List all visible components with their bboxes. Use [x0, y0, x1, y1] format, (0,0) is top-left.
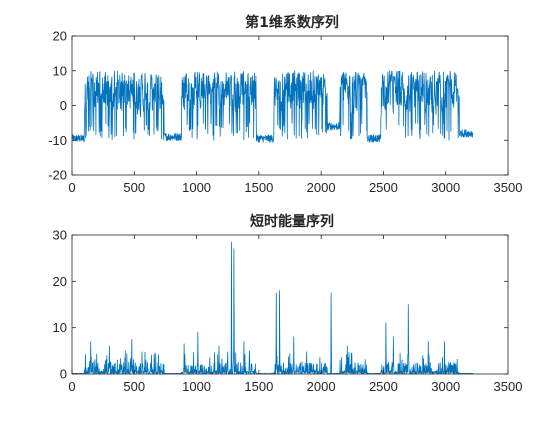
subplot-2-xtick-label: 2000 [307, 379, 336, 394]
subplot-1-xtick-label: 3000 [431, 180, 460, 195]
subplot-2: 短时能量序列 0 500 1000 1500 2000 2500 3000 3500 0 10 20… [53, 213, 523, 394]
subplot-2-xtick-label: 3000 [431, 379, 460, 394]
subplot-2-ytick-label: 30 [53, 228, 67, 243]
subplot-2-axes-box [71, 234, 509, 375]
subplot-1-xtick-label: 2000 [307, 180, 336, 195]
subplot-1-ytick-label: -20 [48, 168, 67, 183]
subplot-2-xtick-label: 3500 [494, 379, 523, 394]
subplot-2-xtick-label: 0 [68, 379, 75, 394]
subplot-2-xtick-label: 1000 [182, 379, 211, 394]
subplot-1-xtick-label: 500 [123, 180, 145, 195]
subplot-1-series-line [71, 70, 474, 143]
subplot-2-ytick-label: 20 [53, 274, 67, 289]
subplot-2-xtick-label: 500 [123, 379, 145, 394]
subplot-1-xtick-label: 1500 [244, 180, 273, 195]
subplot-2-xtick-label: 1500 [244, 379, 273, 394]
subplot-1-ticks: 0 500 1000 1500 2000 2500 3000 3500 -20 -10 0 10 20 [48, 29, 522, 196]
subplot-2-plot-area [72, 235, 508, 374]
subplot-1-xtick-label: 2500 [369, 180, 398, 195]
subplot-1-xtick-label: 3500 [494, 180, 523, 195]
subplot-1-ytick-label: -10 [48, 133, 67, 148]
subplot-1-xtick-label: 0 [68, 180, 75, 195]
subplot-2-title: 短时能量序列 [250, 213, 334, 230]
subplot-1-xtick-label: 1000 [182, 180, 211, 195]
subplot-1-title: 第1维系数序列 [245, 14, 339, 31]
subplot-2-xtick-label: 2500 [369, 379, 398, 394]
subplot-1-ytick-label: 0 [60, 98, 67, 113]
subplot-1: 第1维系数序列 0 500 1000 1500 2000 2500 3000 3500 -20 -… [48, 14, 522, 195]
subplot-2-ytick-label: 0 [60, 367, 67, 382]
subplot-1-ytick-label: 20 [53, 29, 67, 44]
subplot-2-ytick-label: 10 [53, 320, 67, 335]
subplot-2-ticks: 0 500 1000 1500 2000 2500 3000 3500 0 10 20 30 [53, 228, 523, 395]
subplot-1-ytick-label: 10 [53, 63, 67, 78]
